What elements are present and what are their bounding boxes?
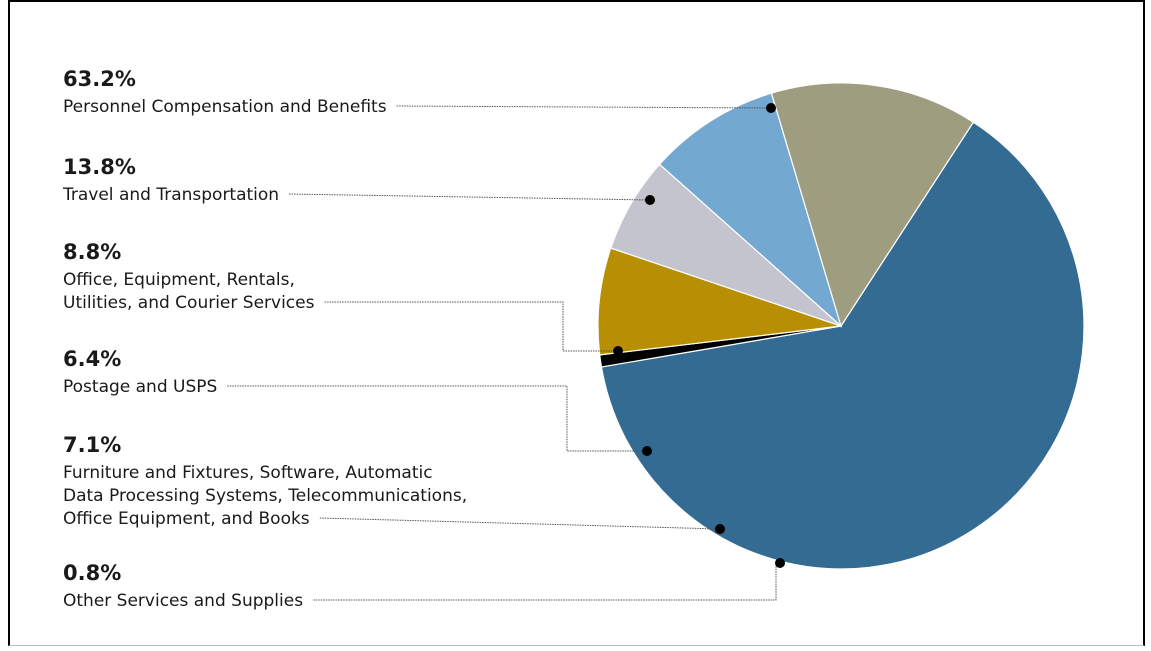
slice-category-label: Office, Equipment, Rentals, [63, 270, 295, 290]
slice-percent-label: 8.8% [63, 240, 121, 264]
leader-line-3 [227, 385, 647, 452]
label-block-2: 8.8% Office, Equipment, Rentals, Utilities… [63, 240, 315, 313]
label-block-3: 6.4% Postage and USPS [63, 347, 217, 397]
slice-percent-label: 0.8% [63, 561, 121, 585]
leader-line-5 [313, 562, 781, 601]
leader-line-0 [396, 105, 772, 109]
pie-slice-2 [658, 92, 843, 328]
leader-dot-2 [613, 346, 623, 356]
pie-slice-0 [600, 121, 1085, 570]
slice-category-label: Other Services and Supplies [63, 591, 303, 611]
slice-percent-label: 7.1% [63, 433, 121, 457]
slice-category-label: Data Processing Systems, Telecommunicati… [63, 486, 467, 506]
slice-category-label: Travel and Transportation [62, 185, 279, 205]
label-block-1: 13.8% Travel and Transportation [62, 155, 279, 205]
leader-dot-1 [645, 195, 655, 205]
leader-dot-3 [642, 446, 652, 456]
pie-slice-4 [597, 247, 842, 356]
leader-line-1 [289, 193, 651, 201]
slice-percent-label: 63.2% [63, 67, 136, 91]
slice-category-label: Utilities, and Courier Services [63, 293, 315, 313]
label-block-4: 7.1% Furniture and Fixtures, Software, Au… [63, 433, 467, 529]
leader-dot-4 [715, 524, 725, 534]
slice-percent-label: 13.8% [63, 155, 136, 179]
leader-dot-5 [775, 558, 785, 568]
chart-frame: 63.2% Personnel Compensation and Benefits… [8, 0, 1145, 646]
leader-line-4 [319, 517, 721, 530]
leader-line-2 [324, 301, 618, 352]
pie-chart: 63.2% Personnel Compensation and Benefits… [62, 67, 1085, 611]
label-block-5: 0.8% Other Services and Supplies [63, 561, 303, 611]
label-block-0: 63.2% Personnel Compensation and Benefits [63, 67, 387, 117]
slice-category-label: Office Equipment, and Books [63, 509, 310, 529]
slice-category-label: Postage and USPS [63, 377, 217, 397]
slice-category-label: Furniture and Fixtures, Software, Automa… [63, 463, 433, 483]
slice-category-label: Personnel Compensation and Benefits [63, 97, 387, 117]
pie-slice-1 [770, 82, 975, 328]
leader-dot-0 [766, 103, 776, 113]
slice-percent-label: 6.4% [63, 347, 121, 371]
